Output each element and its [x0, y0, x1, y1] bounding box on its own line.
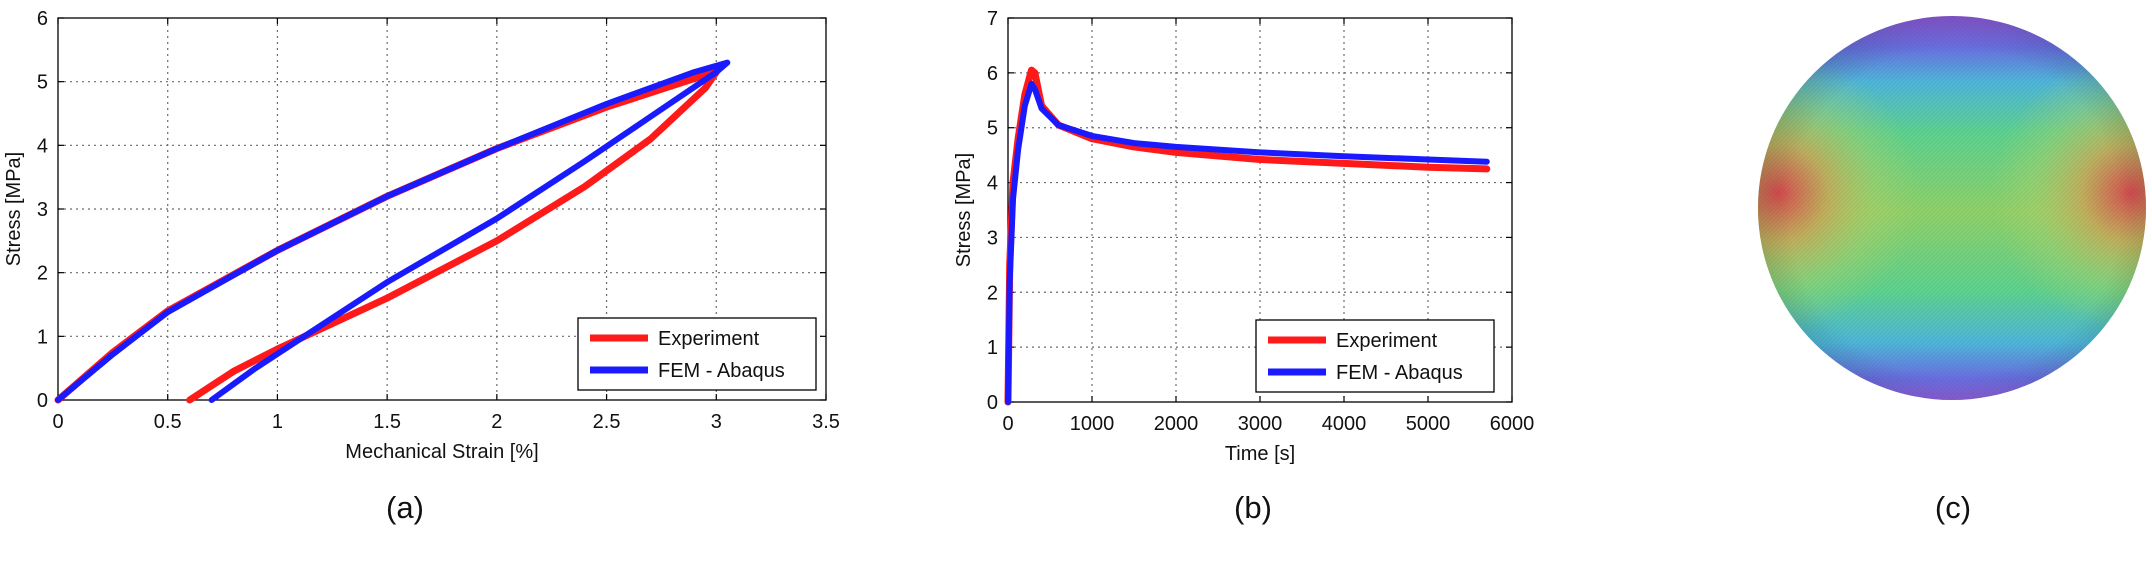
x-axis-label: Mechanical Strain [%] [345, 441, 538, 463]
y-tick-label: 3 [987, 227, 998, 249]
x-tick-label: 3 [711, 411, 722, 433]
series-line-fem [55, 59, 731, 403]
caption-b: (b) [1234, 490, 1272, 525]
y-tick-label: 0 [37, 390, 48, 412]
y-tick-label: 1 [987, 337, 998, 359]
y-tick-label: 5 [987, 118, 998, 140]
legend-box [577, 317, 817, 391]
x-tick-label: 3.5 [812, 411, 840, 433]
y-tick-label: 6 [37, 8, 48, 30]
y-tick-label: 6 [987, 63, 998, 85]
y-tick-label: 7 [987, 8, 998, 30]
x-tick-label: 6000 [1490, 413, 1535, 435]
x-tick-label: 2 [491, 411, 502, 433]
series-line-fem [1005, 80, 1490, 405]
y-tick-label: 4 [987, 173, 998, 195]
x-tick-label: 4000 [1322, 413, 1367, 435]
y-tick-label: 2 [987, 282, 998, 304]
legend: Experiment FEM - Abaqus [577, 317, 817, 391]
x-tick-label: 3000 [1238, 413, 1283, 435]
chart-1: 0 0.5 1 1.5 2 2.5 3 3.5 0 1 2 3 4 5 6 Mechanical Strain… [3, 8, 840, 463]
x-tick-label: 5000 [1406, 413, 1451, 435]
x-tick-label: 0 [52, 411, 63, 433]
legend-label: FEM - Abaqus [658, 360, 785, 382]
chart-2: 0 1000 2000 3000 4000 5000 6000 0 1 2 3 4 5 6 7 Time [s… [953, 8, 1534, 465]
x-tick-label: 1000 [1070, 413, 1115, 435]
x-tick-label: 0 [1002, 413, 1013, 435]
x-tick-label: 1 [272, 411, 283, 433]
legend-label: Experiment [1336, 330, 1438, 352]
legend-box [1255, 319, 1495, 393]
x-tick-label: 0.5 [154, 411, 182, 433]
legend: Experiment FEM - Abaqus [1255, 319, 1495, 393]
caption-a: (a) [386, 490, 424, 525]
caption-c: (c) [1934, 490, 1972, 525]
legend-label: Experiment [658, 328, 760, 350]
y-tick-label: 5 [37, 72, 48, 94]
y-tick-label: 2 [37, 263, 48, 285]
y-tick-label: 3 [37, 199, 48, 221]
x-tick-label: 2000 [1154, 413, 1199, 435]
legend-label: FEM - Abaqus [1336, 362, 1463, 384]
y-tick-label: 4 [37, 135, 48, 157]
x-axis-label: Time [s] [1225, 443, 1295, 465]
y-tick-label: 0 [987, 392, 998, 414]
fem-stress-contour-render [1758, 16, 2146, 400]
y-axis-label: Stress [MPa] [953, 153, 975, 267]
x-tick-label: 2.5 [593, 411, 621, 433]
y-tick-label: 1 [37, 326, 48, 348]
x-tick-label: 1.5 [373, 411, 401, 433]
y-axis-label: Stress [MPa] [3, 152, 25, 266]
